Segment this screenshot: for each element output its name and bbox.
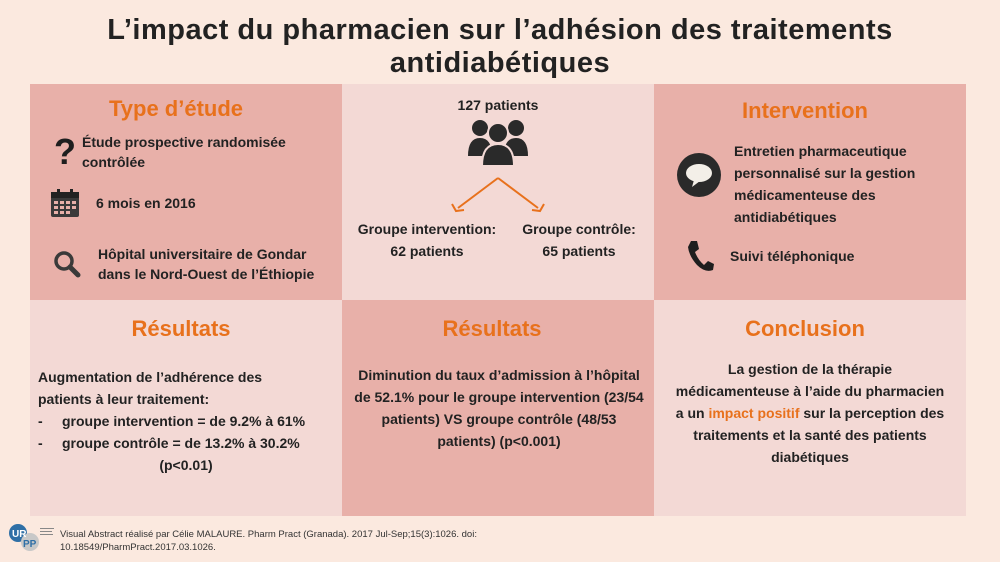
calendar-icon <box>48 186 82 220</box>
intervention-panel: Intervention Entretien pharmaceutique pe… <box>654 84 966 300</box>
speech-bubble-icon <box>676 152 722 198</box>
citation-text: Visual Abstract réalisé par Célie MALAUR… <box>60 529 477 553</box>
search-icon <box>52 249 82 279</box>
bullet-dash: - <box>38 413 43 429</box>
svg-text:?: ? <box>54 134 76 170</box>
study-type-item-design: ? Étude prospective randomisée contrôlée <box>50 132 340 172</box>
logo-text-bottom: PP <box>23 539 37 550</box>
study-type-item-location: Hôpital universitaire de Gondar dans le … <box>52 244 342 284</box>
results-adherence-panel: Résultats Augmentation de l’adhérence de… <box>30 300 342 516</box>
intervention-interview-text: Entretien pharmaceutique personnalisé su… <box>734 143 916 225</box>
intervention-phone-text: Suivi téléphonique <box>730 248 855 264</box>
results-adherence-intro: Augmentation de l’adhérence des patients… <box>38 369 263 407</box>
patients-panel: 127 patients Groupe intervention: 62 pat… <box>342 84 654 300</box>
patients-total: 127 patients <box>457 97 539 113</box>
urpp-logo: UR PP <box>8 522 56 552</box>
branch-arrows <box>442 174 554 216</box>
intervention-item-phone: Suivi téléphonique <box>684 238 954 274</box>
phone-icon <box>684 238 716 274</box>
logo-text-top: UR <box>12 529 27 540</box>
conclusion-title: Conclusion <box>745 316 865 341</box>
intervention-group-label: Groupe intervention: <box>357 221 497 237</box>
intervention-item-interview: Entretien pharmaceutique personnalisé su… <box>676 140 956 228</box>
results-adherence-bullet: - groupe contrôle = de 13.2% à 30.2% <box>38 432 338 454</box>
results-adherence-control: groupe contrôle = de 13.2% à 30.2% <box>62 435 300 451</box>
control-group: Groupe contrôle: 65 patients <box>514 218 644 262</box>
study-location-text: Hôpital universitaire de Gondar dans le … <box>98 246 315 282</box>
conclusion-panel: Conclusion La gestion de la thérapie méd… <box>654 300 966 516</box>
results-adherence-pvalue: (p<0.01) <box>159 457 213 473</box>
conclusion-text-after: sur la perception des traitements et la … <box>693 405 945 465</box>
conclusion-text-before: La gestion de la thérapie médicamenteuse… <box>675 361 945 421</box>
results-admission-text: Diminution du taux d’admission à l’hôpit… <box>354 367 644 449</box>
study-duration-text: 6 mois en 2016 <box>96 195 196 211</box>
study-design-text: Étude prospective randomisée contrôlée <box>82 134 286 170</box>
intervention-group-count: 62 patients <box>390 243 464 259</box>
conclusion-highlight: impact positif <box>708 405 800 421</box>
page-title: L’impact du pharmacien sur l’adhésion de… <box>107 14 893 79</box>
study-type-title: Type d’étude <box>108 96 244 121</box>
intervention-title: Intervention <box>742 98 868 123</box>
study-type-panel: Type d’étude ? Étude prospective randomi… <box>30 84 342 300</box>
intervention-group: Groupe intervention: 62 patients <box>352 218 502 262</box>
group-icon <box>466 116 530 168</box>
results-adherence-intervention: groupe intervention = de 9.2% à 61% <box>62 413 306 429</box>
bullet-dash: - <box>38 435 43 451</box>
question-icon: ? <box>50 134 78 170</box>
control-group-label: Groupe contrôle: <box>522 221 636 237</box>
control-group-count: 65 patients <box>542 243 616 259</box>
results-admission-title: Résultats <box>442 316 542 341</box>
conclusion-text: La gestion de la thérapie médicamenteuse… <box>670 358 950 468</box>
results-adherence-bullet: - groupe intervention = de 9.2% à 61% <box>38 410 338 432</box>
study-type-item-duration: 6 mois en 2016 <box>48 186 338 220</box>
results-admission-panel: Résultats Diminution du taux d’admission… <box>342 300 654 516</box>
results-adherence-title: Résultats <box>131 316 231 341</box>
